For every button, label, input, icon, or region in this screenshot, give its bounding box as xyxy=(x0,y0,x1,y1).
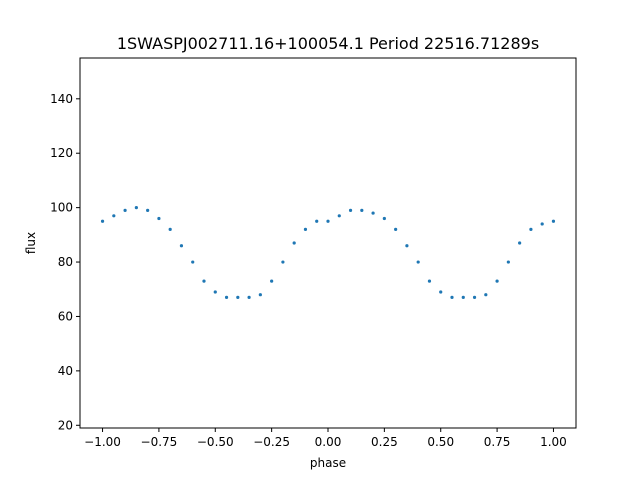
data-point xyxy=(157,216,161,221)
y-tick-label: 60 xyxy=(58,309,73,323)
data-point xyxy=(461,295,465,300)
data-point xyxy=(179,244,184,248)
data-point xyxy=(518,241,522,245)
data-point xyxy=(360,208,364,212)
x-tick-label: 0.50 xyxy=(427,435,454,449)
chart-title: 1SWASPJ002711.16+100054.1 Period 22516.7… xyxy=(117,34,539,53)
x-tick-label: 0.75 xyxy=(484,435,511,449)
y-tick-label: 140 xyxy=(50,92,73,106)
data-point xyxy=(146,208,150,212)
data-point xyxy=(281,260,285,264)
x-tick-label: 0.25 xyxy=(371,435,398,449)
data-point xyxy=(472,295,477,300)
data-point xyxy=(382,216,386,221)
data-point xyxy=(540,222,544,226)
data-point xyxy=(371,211,375,215)
y-axis-label: flux xyxy=(24,232,38,254)
x-tick-label: −0.50 xyxy=(197,435,234,449)
data-point xyxy=(134,206,138,210)
data-point xyxy=(123,208,127,212)
y-tick-label: 20 xyxy=(58,418,73,432)
x-tick-label: 1.00 xyxy=(540,435,567,449)
data-point xyxy=(292,241,296,245)
data-point xyxy=(258,293,262,297)
x-axis: −1.00 −0.75 −0.50 −0.25 0.00 0.25 0.50 0.75 1.00 xyxy=(84,428,567,449)
data-point xyxy=(495,279,499,283)
data-point xyxy=(529,227,533,231)
data-point xyxy=(416,260,420,264)
x-axis-label: phase xyxy=(310,456,346,470)
data-point xyxy=(213,290,217,294)
data-point xyxy=(224,295,229,300)
data-point xyxy=(326,219,330,223)
y-tick-label: 80 xyxy=(58,255,73,269)
data-point xyxy=(484,293,488,297)
data-point xyxy=(405,244,409,248)
data-point xyxy=(100,219,105,223)
data-point xyxy=(506,260,510,264)
data-point xyxy=(236,295,240,300)
data-point xyxy=(191,260,195,264)
y-tick-label: 100 xyxy=(50,201,73,215)
data-point xyxy=(394,227,398,231)
data-point xyxy=(450,295,454,300)
data-point xyxy=(551,219,556,223)
data-point xyxy=(270,279,274,283)
data-point xyxy=(427,279,432,283)
data-point xyxy=(348,208,353,212)
plot-frame xyxy=(79,57,577,429)
data-point xyxy=(439,290,443,294)
data-points xyxy=(100,206,556,300)
x-tick-label: 0.00 xyxy=(315,435,342,449)
x-tick-label: −0.25 xyxy=(253,435,290,449)
data-point xyxy=(303,227,308,231)
data-point xyxy=(337,214,341,218)
x-tick-label: −1.00 xyxy=(84,435,121,449)
y-axis: 20 40 60 80 100 120 140 xyxy=(50,92,80,432)
data-point xyxy=(168,227,172,231)
data-point xyxy=(315,219,319,223)
data-point xyxy=(202,279,206,283)
x-tick-label: −0.75 xyxy=(141,435,178,449)
data-point xyxy=(247,295,251,300)
y-tick-label: 40 xyxy=(58,364,73,378)
data-point xyxy=(112,214,116,218)
y-tick-label: 120 xyxy=(50,146,73,160)
